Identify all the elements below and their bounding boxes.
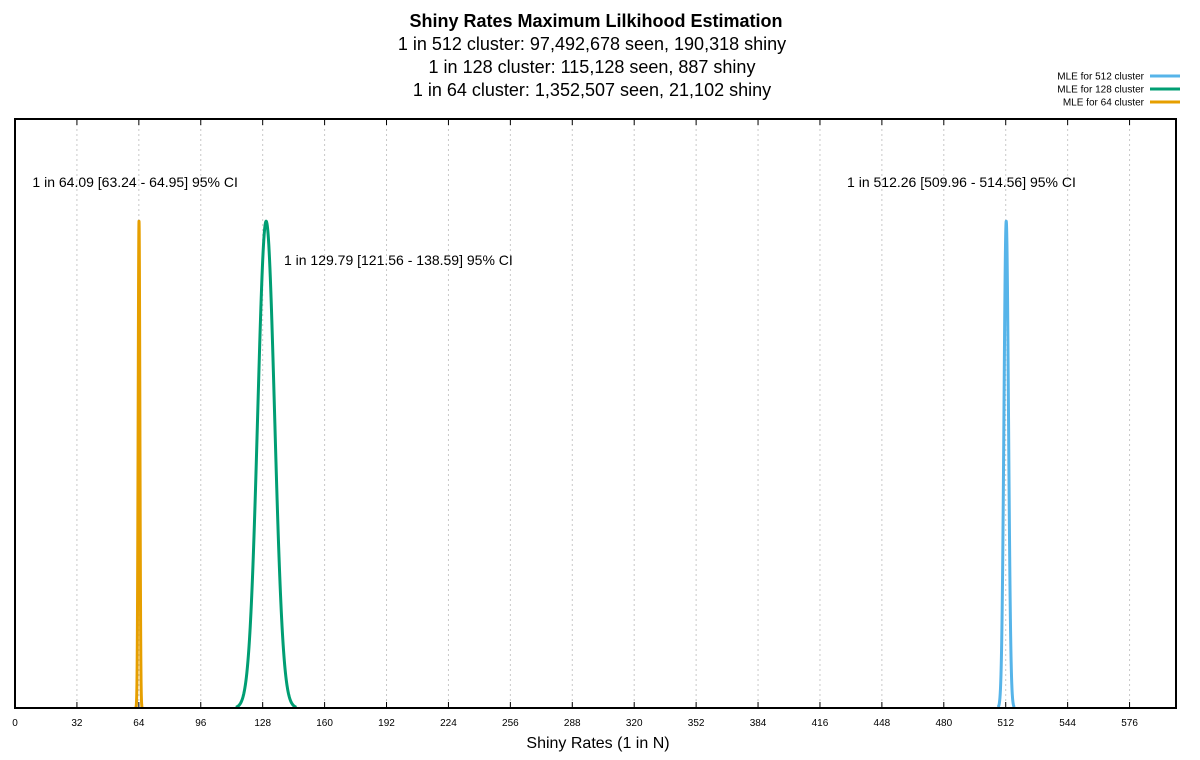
x-tick-label: 512 xyxy=(997,718,1014,729)
x-tick-label: 96 xyxy=(195,718,207,729)
legend-label: MLE for 128 cluster xyxy=(1057,85,1144,96)
chart-subtitle-512: 1 in 512 cluster: 97,492,678 seen, 190,3… xyxy=(398,34,786,54)
x-tick-label: 192 xyxy=(378,718,395,729)
x-tick-label: 448 xyxy=(874,718,891,729)
ci-annotation: 1 in 129.79 [121.56 - 138.59] 95% CI xyxy=(284,252,513,268)
series-curves xyxy=(134,219,1016,709)
chart-titles: Shiny Rates Maximum Lilkihood Estimation… xyxy=(398,11,786,100)
series-line-2 xyxy=(234,219,298,709)
series-line-1 xyxy=(996,219,1016,709)
x-tick-label: 576 xyxy=(1121,718,1138,729)
chart-subtitle-128: 1 in 128 cluster: 115,128 seen, 887 shin… xyxy=(429,57,756,77)
x-tick-label: 128 xyxy=(254,718,271,729)
ci-annotation: 1 in 512.26 [509.96 - 514.56] 95% CI xyxy=(847,174,1076,190)
ci-annotations: 1 in 64.09 [63.24 - 64.95] 95% CI 1 in 12… xyxy=(32,174,1075,268)
x-tick-label: 416 xyxy=(812,718,829,729)
x-tick-label: 64 xyxy=(133,718,145,729)
x-tick-label: 480 xyxy=(935,718,952,729)
series-line-3 xyxy=(134,219,144,709)
legend-label: MLE for 512 cluster xyxy=(1057,72,1144,83)
x-tick-label: 224 xyxy=(440,718,457,729)
x-tick-label: 160 xyxy=(316,718,333,729)
chart-legend: MLE for 512 cluster MLE for 128 cluster ML… xyxy=(1057,72,1180,109)
grid-lines xyxy=(76,119,1131,708)
x-tick-label: 288 xyxy=(564,718,581,729)
x-tick-label: 544 xyxy=(1059,718,1076,729)
x-tick-label: 0 xyxy=(12,718,18,729)
x-tick-label: 320 xyxy=(626,718,643,729)
chart-title: Shiny Rates Maximum Lilkihood Estimation xyxy=(409,11,782,31)
x-axis-ticks: 0 32 64 96 128 160 192 224 256 288 320 352 384 416 448… xyxy=(12,119,1138,729)
x-tick-label: 352 xyxy=(688,718,705,729)
x-axis-label: Shiny Rates (1 in N) xyxy=(526,735,669,752)
x-tick-label: 384 xyxy=(750,718,767,729)
x-tick-label: 32 xyxy=(71,718,83,729)
plot-frame xyxy=(14,118,1177,709)
ci-annotation: 1 in 64.09 [63.24 - 64.95] 95% CI xyxy=(32,174,237,190)
x-tick-label: 256 xyxy=(502,718,519,729)
legend-label: MLE for 64 cluster xyxy=(1063,98,1145,109)
chart-subtitle-64: 1 in 64 cluster: 1,352,507 seen, 21,102 … xyxy=(413,80,771,100)
